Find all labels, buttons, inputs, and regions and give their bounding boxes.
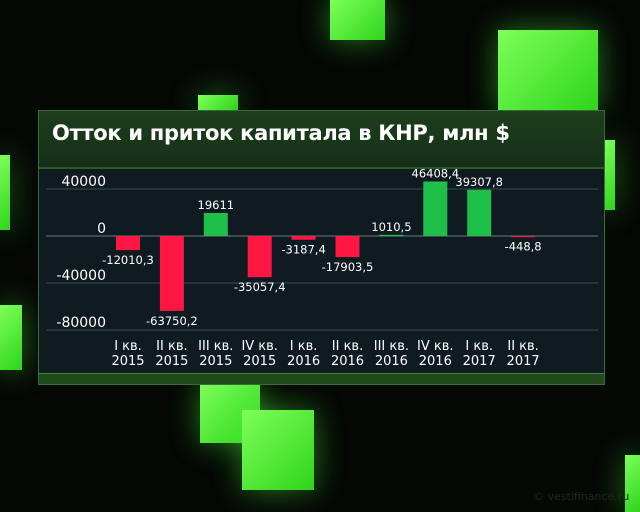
bar	[159, 236, 184, 311]
x-tick-label: II кв.	[332, 339, 363, 354]
x-tick-label: II кв.	[156, 339, 187, 354]
data-label: 1010,5	[371, 220, 411, 234]
decor-cube	[0, 155, 10, 230]
data-label: -63750,2	[146, 314, 198, 328]
x-tick-label: III кв.	[198, 339, 233, 354]
data-label: 39307,8	[455, 175, 503, 189]
bar	[335, 236, 360, 258]
x-tick-label: I кв.	[465, 339, 493, 354]
x-tick-label: 2017	[463, 354, 496, 369]
bar	[291, 236, 316, 240]
data-label: -35057,4	[234, 280, 286, 294]
y-tick-label: -80000	[56, 315, 106, 331]
bar	[423, 181, 448, 236]
x-tick-label: 2016	[287, 354, 320, 369]
x-tick-label: IV кв.	[241, 339, 278, 354]
data-label: 19611	[198, 198, 235, 212]
x-tick-label: III кв.	[374, 339, 409, 354]
bar	[467, 189, 492, 236]
x-tick-label: 2015	[199, 354, 232, 369]
watermark: © vestifinance.ru	[533, 490, 630, 503]
bar	[379, 234, 404, 237]
x-tick-label: IV кв.	[417, 339, 454, 354]
decor-cube	[603, 140, 615, 210]
y-tick-label: 0	[97, 221, 106, 237]
x-tick-label: 2015	[155, 354, 188, 369]
y-tick-label: -40000	[56, 268, 106, 284]
x-tick-label: 2017	[507, 354, 540, 369]
data-label: -3187,4	[281, 243, 325, 257]
data-label: -448,8	[505, 240, 542, 254]
decor-cube	[498, 30, 598, 110]
bar	[511, 236, 536, 238]
data-label: -17903,5	[322, 260, 374, 274]
x-tick-label: II кв.	[507, 339, 538, 354]
decor-cube	[0, 305, 22, 370]
bar	[247, 236, 272, 278]
decor-cube	[625, 455, 640, 512]
chart-panel: Отток и приток капитала в КНР, млн $	[38, 110, 605, 385]
bottom-strip	[39, 373, 604, 384]
x-tick-label: 2016	[375, 354, 408, 369]
title-bar: Отток и приток капитала в КНР, млн $	[39, 111, 604, 169]
data-label: -12010,3	[102, 253, 154, 267]
x-tick-label: I кв.	[290, 339, 318, 354]
data-label: 46408,4	[412, 166, 460, 180]
x-tick-label: I кв.	[114, 339, 142, 354]
x-tick-label: 2015	[243, 354, 276, 369]
chart-title: Отток и приток капитала в КНР, млн $	[52, 121, 510, 145]
x-tick-label: 2016	[331, 354, 364, 369]
x-tick-label: 2015	[111, 354, 144, 369]
x-tick-label: 2016	[419, 354, 452, 369]
bar	[116, 236, 140, 251]
decor-cube	[330, 0, 385, 40]
decor-cube	[198, 95, 238, 110]
decor-cube	[242, 410, 314, 490]
y-tick-label: 40000	[61, 174, 106, 190]
bar	[203, 212, 228, 236]
